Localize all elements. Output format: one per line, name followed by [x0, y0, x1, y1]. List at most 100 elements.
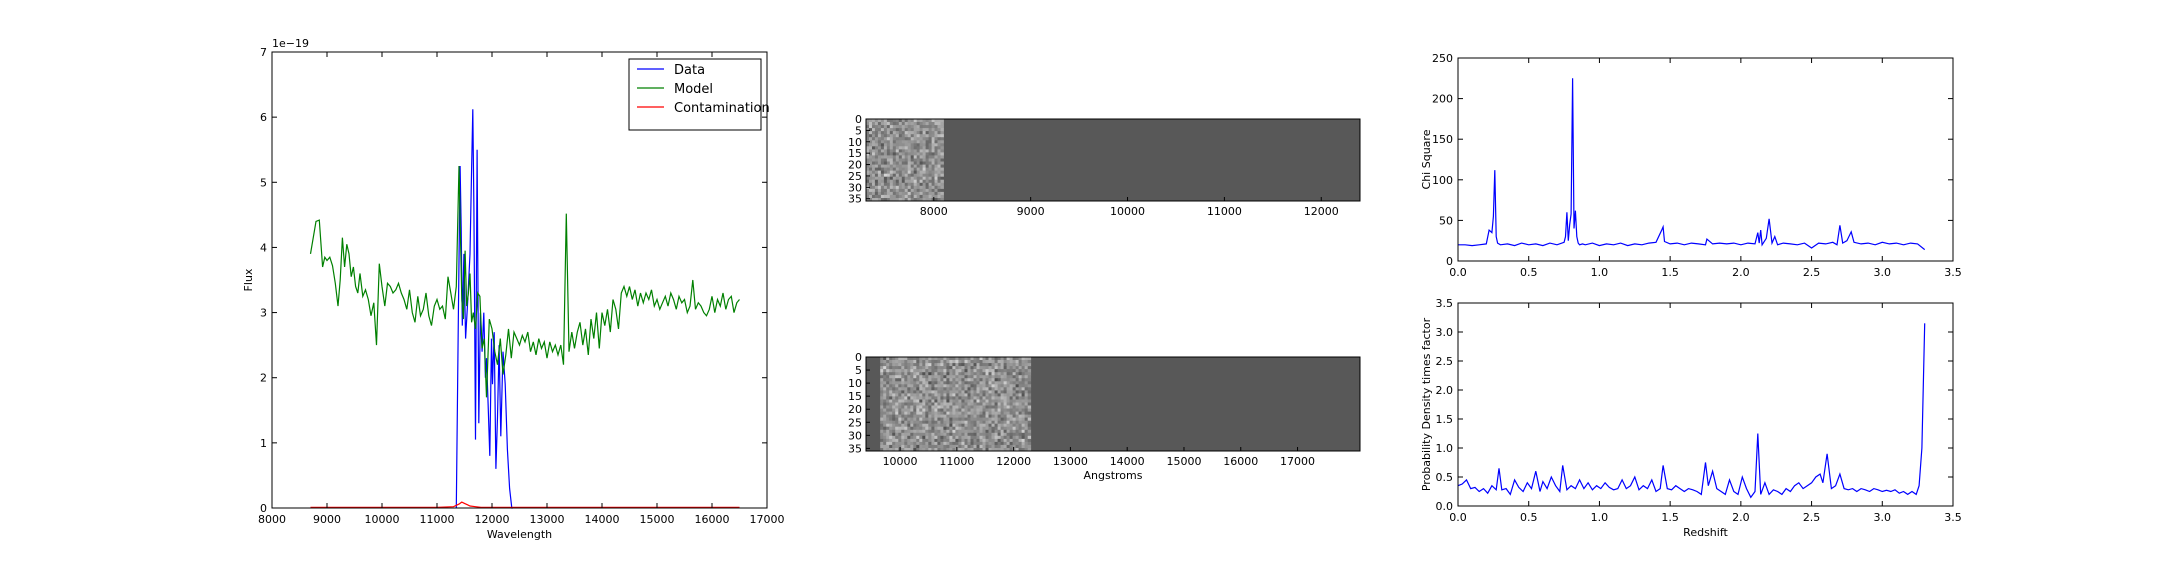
x-tick-label: 3.0 [1874, 511, 1892, 524]
series-line-0 [1457, 323, 1926, 499]
series-line-0 [1458, 78, 1926, 251]
y-tick-label: 25 [848, 170, 862, 183]
y-tick-label: 5 [855, 124, 862, 137]
x-tick-label: 9000 [313, 513, 341, 526]
x-axis-label: Redshift [1683, 526, 1728, 539]
series-line-model [309, 165, 740, 398]
x-tick-label: 3.5 [1944, 511, 1962, 524]
x-tick-label: 17000 [1280, 455, 1315, 468]
y-axis-label: Chi Square [1420, 129, 1433, 189]
x-tick-label: 13000 [1053, 455, 1088, 468]
y-tick-label: 15 [848, 147, 862, 160]
x-tick-label: 16000 [1223, 455, 1258, 468]
x-tick-label: 2.5 [1803, 511, 1821, 524]
y-tick-label: 4 [260, 241, 267, 254]
y-tick-label: 2.5 [1436, 355, 1454, 368]
x-tick-label: 1.0 [1591, 266, 1609, 279]
legend-box [628, 58, 762, 131]
y-tick-label: 100 [1432, 174, 1453, 187]
image-frame [865, 356, 1361, 452]
y-tick-label: 3 [260, 307, 267, 320]
spectrum-image-bottom: 10000 11000 12000 13000 14000 15000 16000 17000… [848, 351, 1361, 482]
x-tick-label: 3.5 [1944, 266, 1962, 279]
y-tick-label: 2 [260, 372, 267, 385]
y-tick-label: 35 [848, 193, 862, 206]
y-axis-label: Probability Density times factor [1420, 317, 1433, 491]
x-tick-label: 11000 [420, 513, 455, 526]
legend: Data Model Contamination [628, 58, 770, 131]
series-line-data [455, 109, 513, 509]
x-tick-label: 1.5 [1661, 511, 1679, 524]
x-tick-label: 14000 [585, 513, 620, 526]
x-tick-label: 3.0 [1874, 266, 1892, 279]
y-tick-label: 0.5 [1436, 471, 1454, 484]
x-tick-label: 8000 [920, 205, 948, 218]
y-tick-label: 0 [855, 113, 862, 126]
image-background [866, 119, 1360, 201]
y-tick-label: 0.0 [1436, 500, 1454, 513]
x-tick-label: 0.0 [1449, 511, 1467, 524]
y-tick-label: 20 [848, 159, 862, 172]
y-tick-label: 1.5 [1436, 413, 1454, 426]
y-tick-label: 250 [1432, 52, 1453, 65]
image-pixels [866, 119, 944, 202]
y-tick-label: 0 [855, 351, 862, 364]
legend-label-data: Data [674, 63, 705, 78]
x-tick-label: 0.5 [1520, 266, 1538, 279]
x-tick-label: 9000 [1017, 205, 1045, 218]
x-tick-label: 1.0 [1591, 511, 1609, 524]
x-tick-label: 15000 [1166, 455, 1201, 468]
series-line-contamination [310, 501, 740, 508]
y-tick-label: 200 [1432, 93, 1453, 106]
x-tick-label: 8000 [258, 513, 286, 526]
y-tick-label: 15 [848, 390, 862, 403]
y-tick-label: 30 [848, 181, 862, 194]
y-tick-label: 1 [260, 437, 267, 450]
x-tick-label: 11000 [1207, 205, 1242, 218]
plot-frame [271, 51, 768, 509]
y-tick-label: 10 [848, 377, 862, 390]
y-tick-label: 6 [260, 111, 267, 124]
y-tick-label: 0 [260, 502, 267, 515]
image-frame [865, 118, 1361, 202]
x-axis-label: Wavelength [487, 528, 552, 541]
legend-label-contamination: Contamination [674, 101, 770, 116]
x-tick-label: 15000 [640, 513, 675, 526]
y-tick-label: 0 [1446, 255, 1453, 268]
x-tick-label: 17000 [750, 513, 785, 526]
spectrum-plot: 8000 9000 10000 11000 12000 13000 14000 15000 16… [242, 37, 785, 541]
y-tick-label: 3.0 [1436, 326, 1454, 339]
plot-frame [1457, 57, 1954, 262]
x-tick-label: 12000 [1304, 205, 1339, 218]
y-tick-label: 2.0 [1436, 384, 1454, 397]
y-tick-label: 35 [848, 442, 862, 455]
y-tick-label: 150 [1432, 133, 1453, 146]
offset-text: 1e−19 [272, 37, 309, 50]
image-pixels [880, 357, 1032, 452]
x-tick-label: 10000 [365, 513, 400, 526]
y-tick-label: 10 [848, 136, 862, 149]
x-tick-label: 12000 [996, 455, 1031, 468]
x-tick-label: 2.0 [1732, 511, 1750, 524]
x-tick-label: 10000 [883, 455, 918, 468]
y-tick-label: 3.5 [1436, 297, 1454, 310]
chi-square-plot: 0.0 0.5 1.0 1.5 2.0 2.5 3.0 3.5 0 50 100 150 200 250 C… [1420, 52, 1962, 279]
x-tick-label: 1.5 [1661, 266, 1679, 279]
x-tick-label: 14000 [1110, 455, 1145, 468]
y-axis-label: Flux [242, 268, 255, 291]
x-tick-label: 0.0 [1449, 266, 1467, 279]
x-tick-label: 11000 [939, 455, 974, 468]
x-tick-label: 10000 [1110, 205, 1145, 218]
x-axis-label: Angstroms [1084, 469, 1143, 482]
y-tick-label: 5 [260, 176, 267, 189]
y-tick-label: 1.0 [1436, 442, 1454, 455]
x-tick-label: 2.0 [1732, 266, 1750, 279]
x-tick-label: 2.5 [1803, 266, 1821, 279]
y-tick-label: 5 [855, 364, 862, 377]
x-tick-label: 0.5 [1520, 511, 1538, 524]
y-tick-label: 50 [1439, 214, 1453, 227]
legend-label-model: Model [674, 82, 713, 97]
y-tick-label: 7 [260, 46, 267, 59]
